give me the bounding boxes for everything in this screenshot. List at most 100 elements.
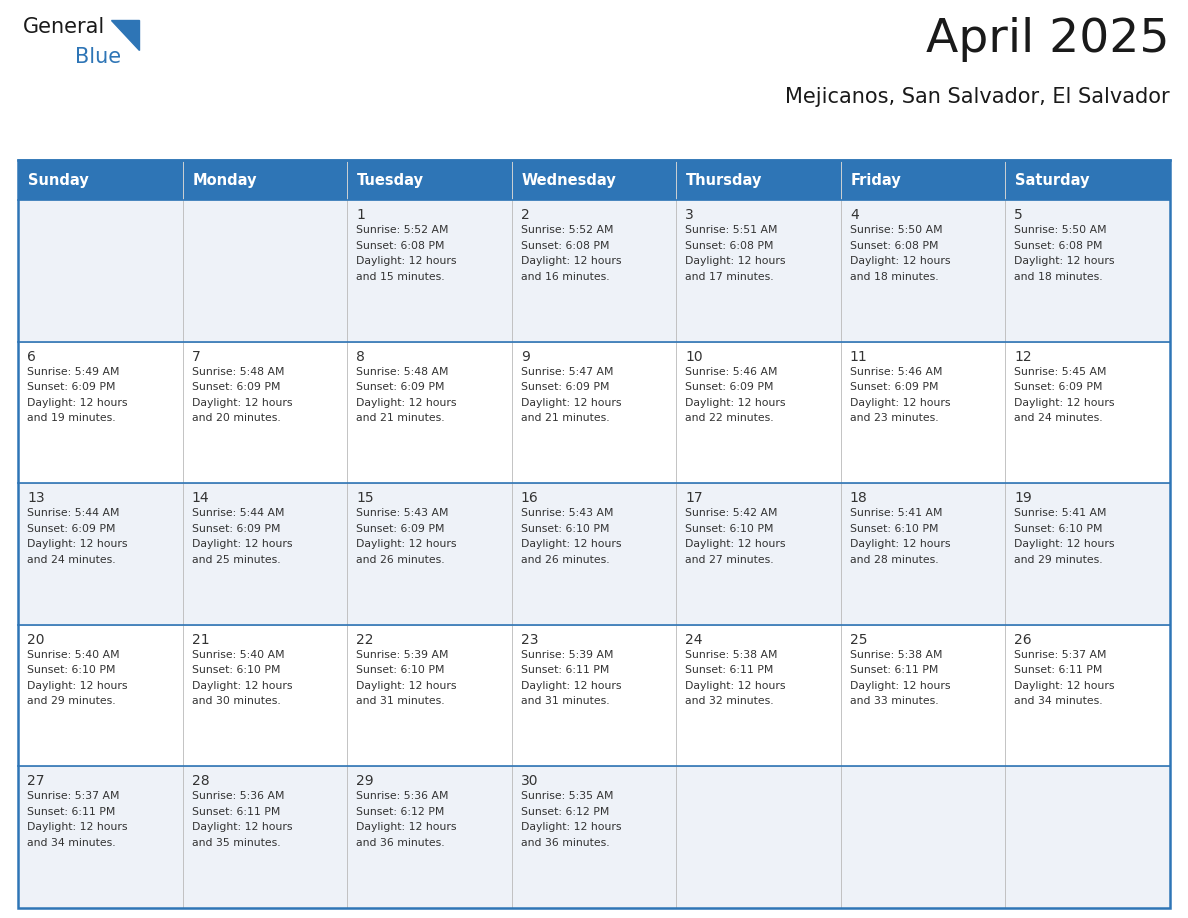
Text: Thursday: Thursday [687,173,763,187]
Text: 20: 20 [27,633,44,647]
Text: 15: 15 [356,491,374,505]
Text: Sunset: 6:09 PM: Sunset: 6:09 PM [356,524,444,533]
Text: 4: 4 [849,208,859,222]
Text: and 34 minutes.: and 34 minutes. [1015,697,1102,706]
Text: Sunset: 6:11 PM: Sunset: 6:11 PM [520,666,609,676]
Text: and 26 minutes.: and 26 minutes. [520,554,609,565]
Text: Daylight: 12 hours: Daylight: 12 hours [191,539,292,549]
Text: Daylight: 12 hours: Daylight: 12 hours [1015,681,1114,691]
Text: Daylight: 12 hours: Daylight: 12 hours [27,823,127,833]
Text: Wednesday: Wednesday [522,173,617,187]
Text: Sunrise: 5:40 AM: Sunrise: 5:40 AM [27,650,120,660]
Text: Sunset: 6:08 PM: Sunset: 6:08 PM [520,241,609,251]
Bar [1005,160,1170,200]
Text: and 24 minutes.: and 24 minutes. [1015,413,1102,423]
Text: Sunrise: 5:50 AM: Sunrise: 5:50 AM [1015,225,1107,235]
Bar [676,625,841,767]
Text: Sunset: 6:10 PM: Sunset: 6:10 PM [849,524,939,533]
Bar [676,483,841,625]
Bar [1005,767,1170,908]
Bar [512,160,676,200]
Text: Sunrise: 5:38 AM: Sunrise: 5:38 AM [685,650,778,660]
Text: April 2025: April 2025 [927,17,1170,62]
Bar [676,767,841,908]
Text: Daylight: 12 hours: Daylight: 12 hours [356,256,456,266]
Text: 16: 16 [520,491,538,505]
Text: 24: 24 [685,633,703,647]
Bar [18,767,183,908]
Text: 7: 7 [191,350,201,364]
Text: and 32 minutes.: and 32 minutes. [685,697,773,706]
Text: Sunrise: 5:38 AM: Sunrise: 5:38 AM [849,650,942,660]
Text: and 36 minutes.: and 36 minutes. [520,838,609,848]
Text: Sunrise: 5:44 AM: Sunrise: 5:44 AM [191,509,284,519]
Text: Sunrise: 5:39 AM: Sunrise: 5:39 AM [520,650,613,660]
Text: Sunrise: 5:35 AM: Sunrise: 5:35 AM [520,791,613,801]
Text: Daylight: 12 hours: Daylight: 12 hours [1015,539,1114,549]
Text: Sunset: 6:10 PM: Sunset: 6:10 PM [191,666,280,676]
Bar [676,200,841,341]
Bar [183,625,347,767]
Text: Sunset: 6:09 PM: Sunset: 6:09 PM [520,382,609,392]
Text: 26: 26 [1015,633,1032,647]
Bar [183,160,347,200]
Text: Sunrise: 5:40 AM: Sunrise: 5:40 AM [191,650,284,660]
Text: Sunrise: 5:50 AM: Sunrise: 5:50 AM [849,225,942,235]
Text: 30: 30 [520,775,538,789]
Bar [183,483,347,625]
Bar [841,483,1005,625]
Bar [676,160,841,200]
Text: Daylight: 12 hours: Daylight: 12 hours [685,539,785,549]
Text: Saturday: Saturday [1016,173,1089,187]
Text: and 20 minutes.: and 20 minutes. [191,413,280,423]
Text: Sunrise: 5:49 AM: Sunrise: 5:49 AM [27,366,120,376]
Text: 14: 14 [191,491,209,505]
Text: 9: 9 [520,350,530,364]
Bar [183,767,347,908]
Text: Sunset: 6:09 PM: Sunset: 6:09 PM [1015,382,1102,392]
Text: 29: 29 [356,775,374,789]
Bar [347,625,512,767]
Text: Sunrise: 5:46 AM: Sunrise: 5:46 AM [685,366,778,376]
Text: and 23 minutes.: and 23 minutes. [849,413,939,423]
Bar [183,341,347,483]
Text: Friday: Friday [851,173,902,187]
Bar [1005,625,1170,767]
Text: Sunrise: 5:37 AM: Sunrise: 5:37 AM [1015,650,1107,660]
Text: and 19 minutes.: and 19 minutes. [27,413,115,423]
Bar [841,767,1005,908]
Bar [1005,200,1170,341]
Text: Daylight: 12 hours: Daylight: 12 hours [520,539,621,549]
Text: Daylight: 12 hours: Daylight: 12 hours [849,539,950,549]
Text: Sunset: 6:12 PM: Sunset: 6:12 PM [520,807,609,817]
Bar [841,160,1005,200]
Bar [512,625,676,767]
Bar [18,160,1170,908]
Text: and 18 minutes.: and 18 minutes. [1015,272,1102,282]
Text: Sunrise: 5:43 AM: Sunrise: 5:43 AM [520,509,613,519]
Text: and 16 minutes.: and 16 minutes. [520,272,609,282]
Text: Daylight: 12 hours: Daylight: 12 hours [520,397,621,408]
Bar [1005,341,1170,483]
Text: Sunrise: 5:48 AM: Sunrise: 5:48 AM [356,366,449,376]
Bar [841,625,1005,767]
Text: Sunset: 6:10 PM: Sunset: 6:10 PM [27,666,115,676]
Bar [512,341,676,483]
Text: Sunset: 6:09 PM: Sunset: 6:09 PM [27,524,115,533]
Text: Daylight: 12 hours: Daylight: 12 hours [849,681,950,691]
Text: Sunrise: 5:52 AM: Sunrise: 5:52 AM [356,225,449,235]
Text: Sunset: 6:08 PM: Sunset: 6:08 PM [849,241,939,251]
Text: and 21 minutes.: and 21 minutes. [520,413,609,423]
Text: and 29 minutes.: and 29 minutes. [27,697,115,706]
Text: 27: 27 [27,775,44,789]
Text: and 17 minutes.: and 17 minutes. [685,272,773,282]
Text: Daylight: 12 hours: Daylight: 12 hours [191,823,292,833]
Text: 25: 25 [849,633,867,647]
Text: Sunset: 6:11 PM: Sunset: 6:11 PM [849,666,939,676]
Text: 11: 11 [849,350,867,364]
Text: Sunset: 6:08 PM: Sunset: 6:08 PM [685,241,773,251]
Text: General: General [23,17,106,37]
Text: and 26 minutes.: and 26 minutes. [356,554,444,565]
Bar [18,625,183,767]
Text: 3: 3 [685,208,694,222]
